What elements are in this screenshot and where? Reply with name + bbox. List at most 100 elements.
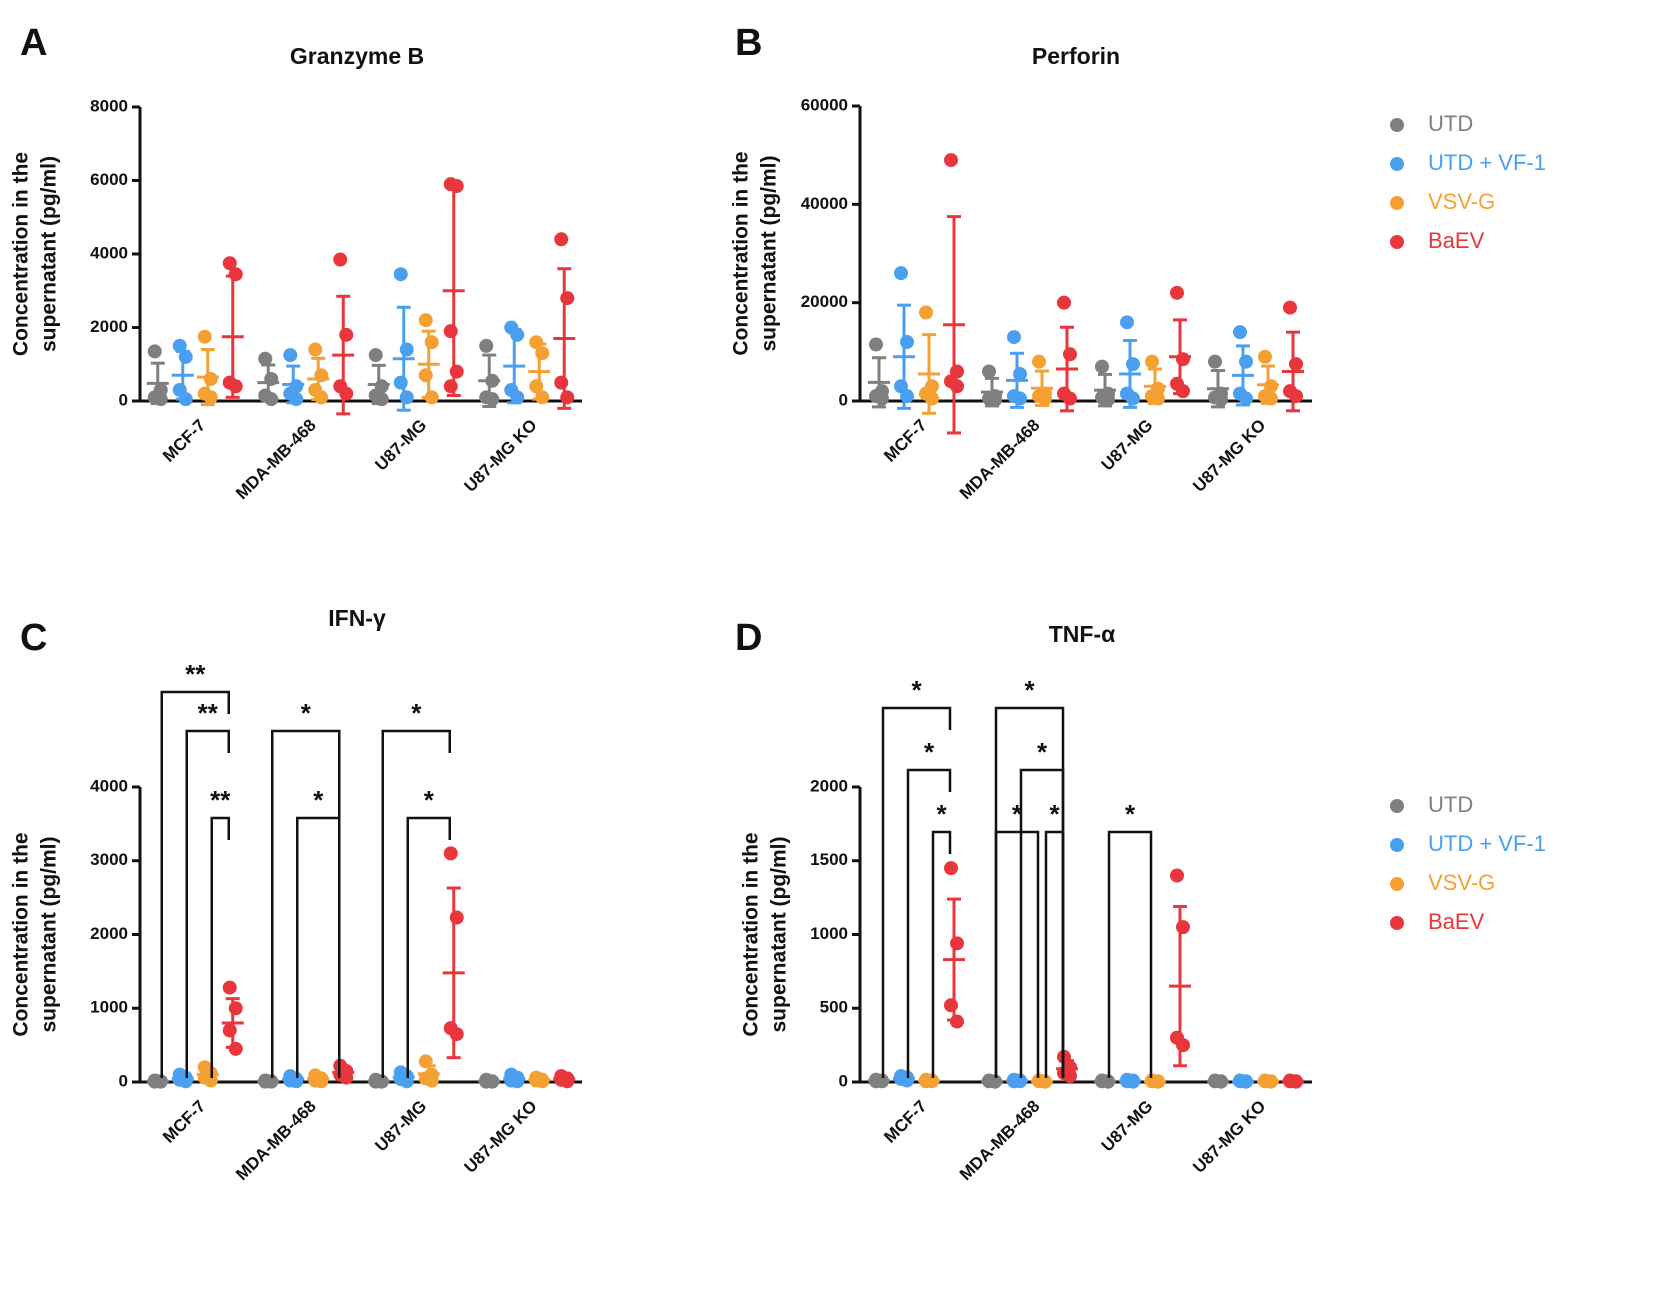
x-tick-label: MCF-7 [880, 1097, 930, 1147]
data-point [1032, 354, 1046, 369]
significance-bracket [381, 729, 451, 1078]
data-point [1120, 315, 1134, 330]
data-point [443, 324, 458, 339]
y-tick-label: 0 [119, 1071, 128, 1090]
data-point [535, 346, 550, 361]
y-tick-label: 2000 [90, 924, 128, 943]
data-point [1283, 300, 1297, 315]
data-point [393, 267, 408, 282]
y-tick-label: 6000 [90, 170, 128, 189]
data-point [1233, 325, 1247, 340]
significance-bracket [160, 690, 230, 1078]
data-point [1007, 330, 1021, 345]
y-tick-label: 0 [119, 390, 128, 409]
data-point [203, 390, 218, 405]
data-point [228, 379, 243, 394]
x-tick-label: MCF-7 [159, 1097, 209, 1147]
legend-marker [1390, 877, 1404, 891]
data-point [944, 998, 958, 1013]
significance-label: * [911, 675, 922, 705]
significance-bracket [994, 830, 1040, 1078]
data-point [333, 252, 348, 267]
y-tick-label: 2000 [810, 776, 848, 795]
x-tick-label: MDA-MB-468 [232, 1097, 320, 1185]
data-point [1170, 868, 1184, 883]
legend-marker [1390, 916, 1404, 930]
significance-label: * [1012, 799, 1023, 829]
x-tick-label: U87-MG KO [461, 1097, 541, 1177]
significance-label: * [1125, 799, 1136, 829]
data-point [1289, 389, 1303, 404]
data-point [1176, 352, 1190, 367]
data-point [1176, 920, 1190, 935]
significance-label: * [301, 698, 312, 728]
chart-title: IFN-γ [328, 605, 386, 631]
data-point [925, 391, 939, 406]
x-tick-label: U87-MG [371, 1097, 430, 1156]
x-tick-label: U87-MG [1098, 1097, 1157, 1156]
legend-label: BaEV [1428, 909, 1485, 934]
significance-label: ** [210, 785, 231, 815]
data-point [982, 364, 996, 379]
data-point [900, 335, 914, 349]
data-point [919, 305, 933, 320]
x-tick-label: U87-MG KO [461, 416, 541, 496]
significance-label: * [411, 698, 422, 728]
data-point [418, 313, 433, 328]
data-point [283, 348, 298, 363]
y-axis-label: Concentration in the [10, 152, 33, 356]
data-point [944, 153, 958, 168]
x-tick-label: MCF-7 [880, 416, 930, 466]
data-point [560, 390, 575, 405]
data-point [443, 846, 458, 861]
data-point [449, 1027, 464, 1042]
data-point [449, 364, 464, 379]
legend-marker [1390, 157, 1404, 171]
data-point [222, 1023, 237, 1038]
data-point [1063, 391, 1077, 406]
data-point [222, 256, 237, 271]
significance-bracket [271, 729, 341, 1078]
data-point [1126, 357, 1140, 372]
data-point [894, 266, 908, 281]
chart-title: Granzyme B [290, 43, 424, 69]
y-tick-label: 0 [839, 1071, 848, 1090]
y-axis-label: supernatant (pg/ml) [38, 836, 61, 1032]
data-point [535, 390, 550, 405]
data-point [399, 342, 414, 357]
significance-label: * [924, 737, 935, 767]
data-point [1038, 391, 1052, 406]
significance-bracket [881, 706, 952, 1078]
y-tick-label: 8000 [90, 96, 128, 115]
data-point [222, 980, 237, 995]
data-point [424, 335, 439, 350]
data-point [869, 337, 883, 352]
data-point [875, 391, 889, 406]
significance-label: ** [185, 659, 206, 689]
data-point [308, 342, 323, 357]
data-point [1145, 354, 1159, 369]
significance-label: * [1037, 737, 1048, 767]
y-axis-label: Concentration in the [740, 832, 763, 1036]
data-point [560, 291, 575, 306]
legend-label: UTD [1428, 111, 1473, 136]
legend-marker [1390, 799, 1404, 813]
y-tick-label: 3000 [90, 850, 128, 869]
significance-bracket [931, 830, 952, 1078]
chart-title: Perforin [1032, 43, 1120, 69]
x-tick-label: MDA-MB-468 [956, 416, 1044, 504]
panel-letter: C [20, 617, 47, 659]
data-point [1208, 354, 1222, 369]
data-point [1176, 384, 1190, 399]
panel-letter: D [735, 617, 762, 659]
significance-bracket [1107, 830, 1153, 1078]
y-tick-label: 1000 [810, 924, 848, 943]
y-tick-label: 1000 [90, 998, 128, 1017]
significance-bracket [185, 729, 230, 1078]
significance-label: * [1024, 675, 1035, 705]
y-tick-label: 4000 [90, 243, 128, 262]
x-tick-label: U87-MG KO [1189, 1097, 1269, 1177]
data-point [449, 910, 464, 925]
